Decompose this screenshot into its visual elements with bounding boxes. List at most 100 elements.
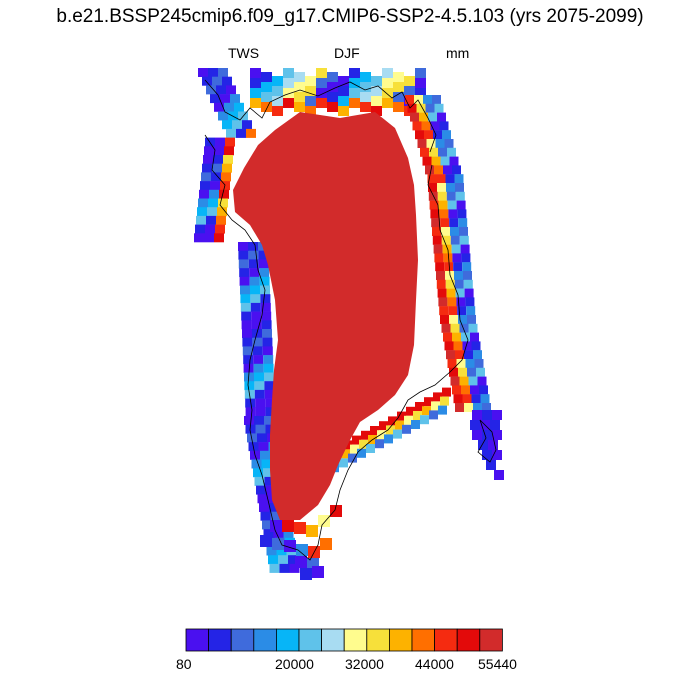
grid-cell bbox=[415, 402, 424, 411]
grid-cell bbox=[242, 346, 253, 356]
grid-cell bbox=[377, 430, 386, 440]
grid-cell bbox=[492, 430, 502, 440]
grid-cell bbox=[455, 191, 465, 201]
grid-cell bbox=[258, 259, 269, 269]
grid-cell bbox=[245, 424, 256, 434]
grid-cell bbox=[455, 183, 464, 192]
grid-cell bbox=[437, 288, 447, 298]
grid-cell bbox=[283, 529, 294, 539]
grid-cell bbox=[250, 78, 261, 88]
grid-cell bbox=[439, 306, 449, 316]
grid-cell bbox=[260, 294, 271, 304]
grid-cell bbox=[455, 350, 464, 360]
grid-cell bbox=[248, 259, 259, 269]
grid-cell bbox=[214, 233, 224, 243]
grid-cell bbox=[214, 102, 224, 112]
grid-cell bbox=[468, 323, 478, 333]
grid-cell bbox=[432, 95, 441, 104]
grid-cell bbox=[451, 244, 461, 254]
grid-cell bbox=[445, 174, 455, 184]
grid-cell bbox=[443, 165, 452, 175]
grid-cell bbox=[263, 355, 274, 365]
grid-cell bbox=[305, 96, 316, 106]
grid-cell bbox=[327, 92, 338, 102]
grid-cell bbox=[417, 139, 427, 148]
grid-cell bbox=[349, 88, 360, 98]
grid-cell bbox=[294, 82, 305, 92]
grid-cell bbox=[265, 407, 276, 417]
grid-cell bbox=[360, 72, 371, 82]
grid-cell bbox=[264, 416, 274, 425]
grid-cell bbox=[456, 200, 466, 210]
grid-cell bbox=[327, 102, 338, 112]
grid-cell bbox=[206, 85, 216, 95]
grid-cell bbox=[397, 411, 406, 421]
grid-cell bbox=[450, 227, 459, 236]
grid-cell bbox=[446, 183, 455, 192]
grid-cell bbox=[222, 76, 232, 86]
grid-cell bbox=[357, 448, 366, 458]
grid-cell bbox=[453, 262, 463, 272]
grid-cell bbox=[467, 367, 476, 377]
grid-cell bbox=[252, 337, 263, 347]
grid-cell bbox=[452, 165, 461, 175]
grid-cell bbox=[375, 439, 384, 449]
grid-cell bbox=[250, 88, 261, 98]
grid-cell bbox=[254, 416, 264, 425]
grid-cell bbox=[464, 288, 474, 298]
grid-cell bbox=[472, 430, 482, 440]
grid-cell bbox=[254, 381, 265, 391]
grid-cell bbox=[415, 130, 424, 140]
grid-cell bbox=[462, 341, 472, 351]
grid-cell bbox=[239, 268, 250, 278]
grid-cell bbox=[246, 128, 256, 138]
grid-cell bbox=[455, 288, 465, 298]
grid-cell bbox=[305, 86, 316, 96]
grid-cell bbox=[219, 189, 229, 199]
grid-cell bbox=[450, 323, 460, 333]
grid-cell bbox=[447, 147, 456, 157]
grid-cell bbox=[438, 147, 447, 157]
colorbar-box bbox=[434, 628, 458, 652]
grid-cell bbox=[225, 137, 235, 147]
grid-cell bbox=[444, 341, 454, 351]
grid-cell bbox=[244, 416, 254, 425]
grid-cell bbox=[465, 297, 475, 307]
grid-cell bbox=[263, 529, 274, 539]
grid-cell bbox=[259, 503, 269, 512]
grid-cell bbox=[273, 529, 284, 539]
grid-cell bbox=[458, 367, 467, 377]
grid-cell bbox=[239, 276, 250, 286]
grid-cell bbox=[250, 294, 261, 304]
grid-cell bbox=[259, 268, 270, 278]
grid-cell bbox=[251, 311, 262, 321]
colorbar-box bbox=[208, 628, 232, 652]
grid-cell bbox=[238, 250, 249, 260]
grid-cell bbox=[223, 155, 233, 164]
grid-cell bbox=[379, 421, 388, 431]
grid-cell bbox=[431, 218, 441, 228]
grid-cell bbox=[429, 410, 438, 420]
grid-cell bbox=[202, 76, 212, 86]
grid-cell bbox=[482, 403, 491, 412]
grid-cell bbox=[446, 288, 456, 298]
grid-cell bbox=[207, 207, 217, 217]
grid-cell bbox=[436, 271, 445, 280]
grid-cell bbox=[305, 106, 316, 116]
grid-cell bbox=[420, 415, 429, 425]
grid-cell bbox=[312, 566, 324, 578]
grid-cell bbox=[439, 121, 449, 131]
grid-cell bbox=[305, 76, 316, 86]
grid-cell bbox=[473, 403, 482, 412]
grid-cell bbox=[482, 410, 492, 420]
grid-cell bbox=[250, 68, 261, 78]
grid-cell bbox=[199, 189, 209, 199]
grid-cell bbox=[382, 98, 393, 108]
grid-cell bbox=[466, 306, 476, 316]
grid-cell bbox=[316, 78, 327, 88]
grid-cell bbox=[449, 315, 458, 324]
grid-cell bbox=[436, 279, 446, 289]
colorbar-box bbox=[275, 628, 300, 652]
grid-cell bbox=[459, 235, 469, 245]
